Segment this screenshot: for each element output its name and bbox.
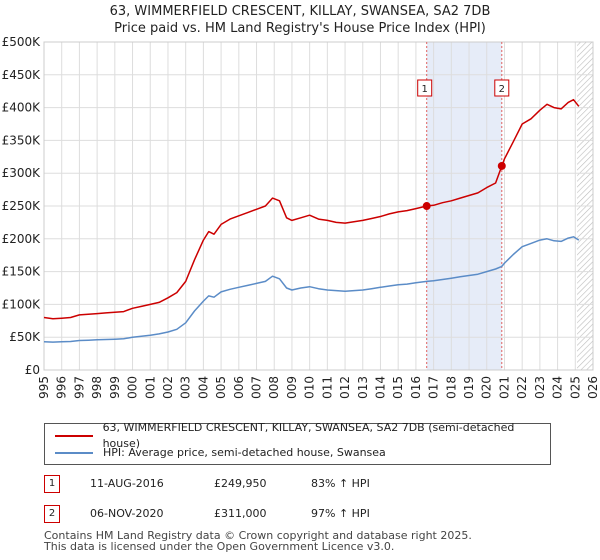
x-tick-label: 2006 [232, 376, 246, 400]
sale-badge-label: 2 [499, 84, 505, 95]
x-tick-label: 2020 [480, 376, 494, 400]
x-tick-label: 1995 [37, 376, 51, 400]
transaction-badge: 1 [44, 475, 60, 493]
x-tick-label: 1997 [72, 376, 86, 400]
x-tick-label: 2021 [497, 376, 511, 400]
table-row: 2 06-NOV-2020 £311,000 97% ↑ HPI [44, 505, 584, 525]
sale-badge [494, 79, 510, 97]
y-tick-label: £400K [2, 101, 42, 115]
legend-swatch-property [55, 435, 93, 437]
x-tick-label: 2004 [196, 376, 210, 400]
legend-label-hpi: HPI: Average price, semi-detached house,… [103, 446, 386, 459]
sale-badge [417, 79, 433, 97]
x-tick-label: 2008 [267, 376, 281, 400]
y-tick-label: £100K [2, 297, 42, 311]
legend-item-hpi: HPI: Average price, semi-detached house,… [55, 445, 386, 461]
x-tick-label: 2014 [373, 376, 387, 400]
x-tick-label: 2002 [161, 376, 175, 400]
x-tick-label: 2007 [250, 376, 264, 400]
legend-swatch-hpi [55, 452, 93, 454]
chart-subtitle: Price paid vs. HM Land Registry's House … [114, 21, 486, 36]
x-tick-label: 2018 [444, 376, 458, 400]
y-tick-label: £500K [2, 35, 42, 49]
transaction-badge: 2 [44, 505, 60, 523]
transaction-hpi: 97% ↑ HPI [311, 507, 370, 520]
y-tick-label: £300K [2, 166, 42, 180]
x-tick-label: 2017 [427, 376, 441, 400]
y-tick-label: £0 [25, 363, 40, 377]
y-tick-label: £350K [2, 133, 42, 147]
footer-copyright: Contains HM Land Registry data © Crown c… [44, 529, 472, 542]
x-tick-label: 2001 [143, 376, 157, 400]
x-tick-label: 2025 [568, 376, 582, 400]
y-tick-label: £250K [2, 199, 42, 213]
x-tick-label: 2026 [586, 376, 600, 400]
x-tick-label: 1998 [90, 376, 104, 400]
x-tick-label: 2000 [126, 376, 140, 400]
x-tick-label: 2019 [462, 376, 476, 400]
x-tick-label: 2009 [285, 376, 299, 400]
series-line-hpi [43, 236, 580, 343]
x-tick-label: 2016 [409, 376, 423, 400]
x-tick-label: 1999 [108, 376, 122, 400]
transaction-price: £311,000 [214, 507, 267, 520]
footer-license: This data is licensed under the Open Gov… [44, 540, 395, 553]
y-tick-label: £150K [2, 265, 42, 279]
footer: Contains HM Land Registry data © Crown c… [44, 530, 472, 552]
sale-point [497, 161, 506, 170]
x-tick-label: 2023 [533, 376, 547, 400]
transaction-date: 06-NOV-2020 [90, 507, 164, 520]
x-tick-label: 1996 [55, 376, 69, 400]
sale-badge-label: 1 [422, 84, 428, 95]
transaction-date: 11-AUG-2016 [90, 477, 164, 490]
plot-border [43, 41, 594, 371]
y-tick-label: £450K [2, 68, 42, 82]
x-tick-label: 2022 [515, 376, 529, 400]
x-tick-label: 2024 [551, 376, 565, 400]
x-tick-label: 2003 [179, 376, 193, 400]
x-tick-label: 2013 [356, 376, 370, 400]
table-row: 1 11-AUG-2016 £249,950 83% ↑ HPI [44, 475, 584, 495]
transaction-hpi: 83% ↑ HPI [311, 477, 370, 490]
chart-title: 63, WIMMERFIELD CRESCENT, KILLAY, SWANSE… [109, 4, 491, 19]
sale-point [422, 202, 431, 211]
y-tick-label: £50K [9, 330, 41, 344]
x-tick-label: 2015 [391, 376, 405, 400]
x-tick-label: 2011 [320, 376, 334, 400]
x-tick-label: 2005 [214, 376, 228, 400]
y-tick-label: £200K [2, 232, 42, 246]
legend-item-property: 63, WIMMERFIELD CRESCENT, KILLAY, SWANSE… [55, 421, 550, 450]
transaction-price: £249,950 [214, 477, 267, 490]
x-tick-label: 2012 [338, 376, 352, 400]
legend-label-property: 63, WIMMERFIELD CRESCENT, KILLAY, SWANSE… [102, 421, 515, 450]
price-chart: £0 £50K £100K £150K £200K £250K £300K £350K £400… [2, 35, 600, 400]
legend: 63, WIMMERFIELD CRESCENT, KILLAY, SWANSE… [44, 421, 551, 465]
x-tick-label: 2010 [303, 376, 317, 400]
